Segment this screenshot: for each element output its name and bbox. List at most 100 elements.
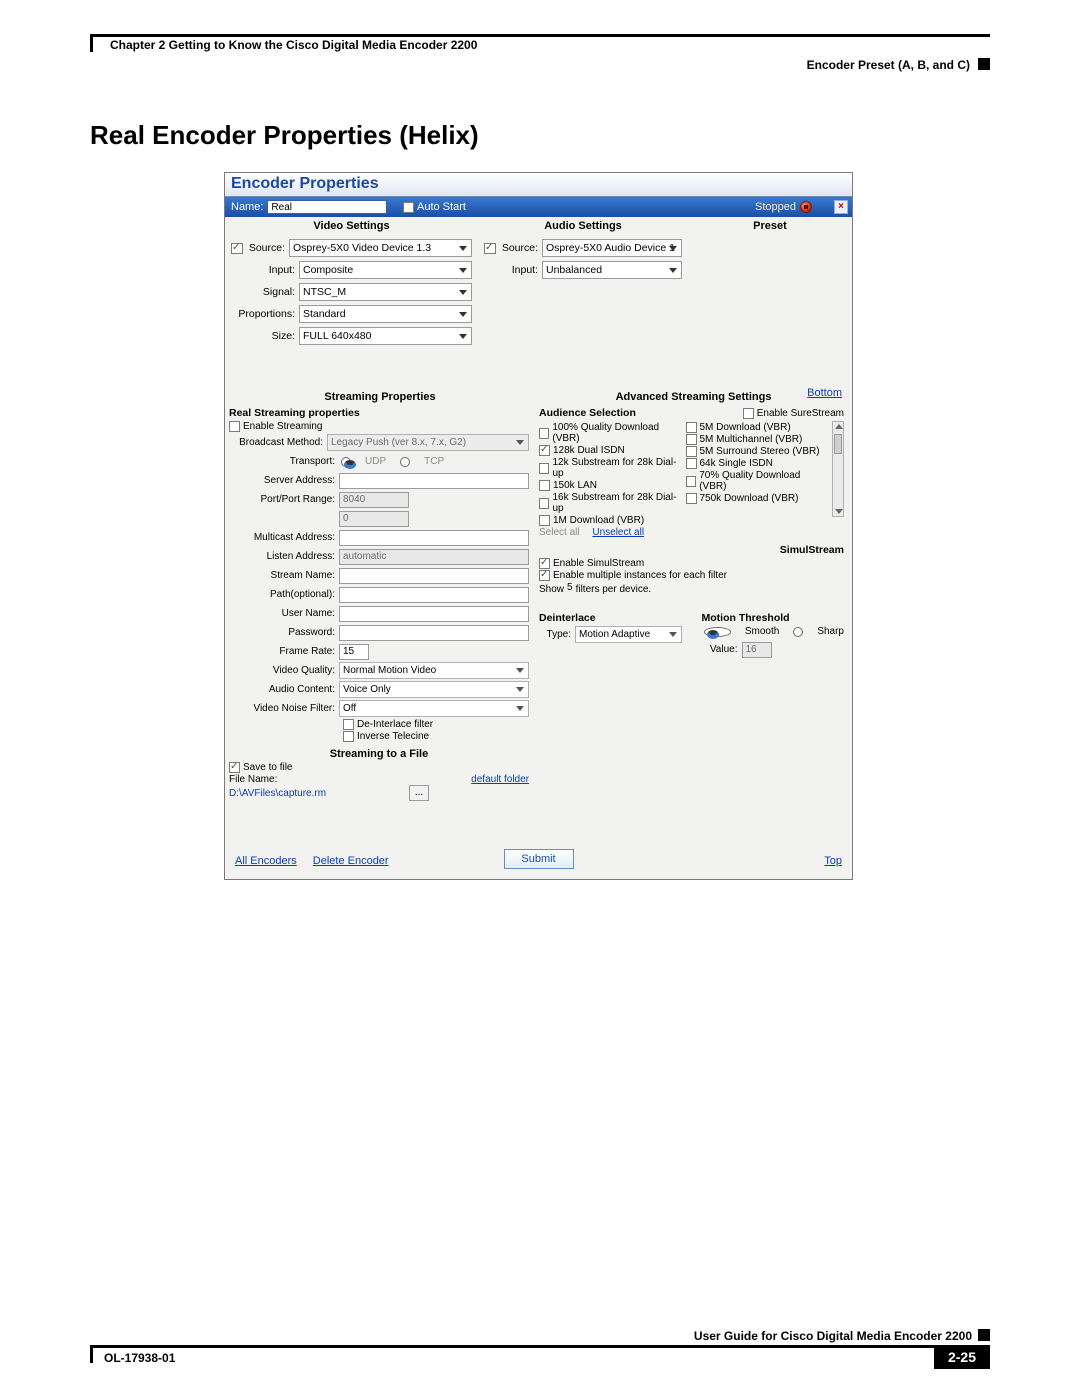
broadcast-label: Broadcast Method:	[229, 437, 327, 448]
file-path-input[interactable]: D:\AVFiles\capture.rm	[229, 788, 409, 799]
video-input-select[interactable]: Composite	[299, 261, 472, 279]
frame-rate-input[interactable]: 15	[339, 644, 369, 660]
enable-streaming-label: Enable Streaming	[243, 421, 323, 432]
listen-label: Listen Address:	[229, 551, 339, 562]
video-proportions-label: Proportions:	[231, 308, 299, 320]
top-link[interactable]: Top	[824, 855, 842, 867]
deinterlace-checkbox[interactable]	[343, 719, 354, 730]
footer-square-icon	[978, 1329, 990, 1341]
inverse-telecine-checkbox[interactable]	[343, 731, 354, 742]
stream-name-input[interactable]	[339, 568, 529, 584]
advanced-streaming-header: Advanced Streaming Settings	[535, 391, 852, 403]
surestream-checkbox[interactable]	[743, 408, 754, 419]
deinterlace-label: De-Interlace filter	[357, 719, 433, 730]
aud-check[interactable]	[539, 463, 549, 474]
select-all-link[interactable]: Select all	[539, 527, 580, 538]
aud-item: 1M Download (VBR)	[553, 515, 644, 526]
aud-check[interactable]	[539, 445, 550, 456]
simulstream-title: SimulStream	[539, 544, 844, 556]
video-source-select[interactable]: Osprey-5X0 Video Device 1.3	[289, 239, 472, 257]
audience-scrollbar[interactable]	[832, 421, 844, 517]
video-quality-label: Video Quality:	[229, 665, 339, 676]
aud-check[interactable]	[539, 515, 550, 526]
audio-source-select[interactable]: Osprey-5X0 Audio Device 1	[542, 239, 682, 257]
multi-instances-checkbox[interactable]	[539, 570, 550, 581]
browse-button[interactable]: ...	[409, 785, 429, 801]
tcp-radio[interactable]	[400, 457, 410, 467]
udp-label: UDP	[365, 456, 386, 467]
delete-encoder-link[interactable]: Delete Encoder	[313, 855, 389, 867]
audio-content-select[interactable]: Voice Only	[339, 681, 529, 698]
filters-count-input[interactable]: 5	[567, 582, 573, 596]
deint-type-label: Type:	[539, 629, 575, 640]
section-label: Encoder Preset (A, B, and C)	[807, 58, 970, 72]
path-input[interactable]	[339, 587, 529, 603]
aud-item: 5M Download (VBR)	[700, 422, 791, 433]
stopped-label: Stopped	[755, 201, 796, 213]
aud-check[interactable]	[686, 446, 697, 457]
submit-button[interactable]: Submit	[504, 849, 574, 869]
bottom-link[interactable]: Bottom	[807, 387, 842, 399]
audio-input-label: Input:	[484, 264, 542, 276]
panel-title: Encoder Properties	[225, 173, 852, 197]
audio-source-checkbox[interactable]	[484, 243, 496, 254]
inverse-telecine-label: Inverse Telecine	[357, 731, 429, 742]
user-input[interactable]	[339, 606, 529, 622]
page-number: 2-25	[934, 1345, 990, 1369]
enable-simulstream-checkbox[interactable]	[539, 558, 550, 569]
noise-filter-select[interactable]: Off	[339, 700, 529, 717]
aud-check[interactable]	[686, 493, 697, 504]
close-button[interactable]: ×	[834, 200, 848, 214]
all-encoders-link[interactable]: All Encoders	[235, 855, 297, 867]
video-proportions-select[interactable]: Standard	[299, 305, 472, 323]
unselect-all-link[interactable]: Unselect all	[592, 527, 644, 538]
aud-check[interactable]	[686, 458, 697, 469]
stream-name-label: Stream Name:	[229, 570, 339, 581]
video-size-select[interactable]: FULL 640x480	[299, 327, 472, 345]
video-quality-select[interactable]: Normal Motion Video	[339, 662, 529, 679]
save-to-file-label: Save to file	[243, 762, 292, 773]
broadcast-select[interactable]: Legacy Push (ver 8.x, 7.x, G2)	[327, 434, 529, 451]
sharp-radio[interactable]	[793, 627, 803, 637]
aud-check[interactable]	[539, 498, 549, 509]
audio-settings-header: Audio Settings	[478, 220, 688, 232]
autostart-checkbox[interactable]	[403, 202, 414, 213]
udp-radio[interactable]	[341, 457, 351, 467]
path-label: Path(optional):	[229, 589, 339, 600]
show-label-2: filters per device.	[576, 584, 652, 595]
video-signal-select[interactable]: NTSC_M	[299, 283, 472, 301]
aud-item: 128k Dual ISDN	[553, 445, 625, 456]
aud-check[interactable]	[539, 480, 550, 491]
name-label: Name:	[231, 201, 263, 213]
port-end-input[interactable]: 0	[339, 511, 409, 527]
enable-streaming-checkbox[interactable]	[229, 421, 240, 432]
save-to-file-checkbox[interactable]	[229, 762, 240, 773]
video-source-checkbox[interactable]	[231, 243, 243, 254]
port-start-input[interactable]: 8040	[339, 492, 409, 508]
smooth-radio[interactable]	[704, 627, 731, 637]
server-address-input[interactable]	[339, 473, 529, 489]
motion-threshold-title: Motion Threshold	[702, 612, 845, 624]
streaming-properties-header: Streaming Properties	[225, 391, 535, 403]
motion-value-input[interactable]: 16	[742, 642, 772, 658]
password-input[interactable]	[339, 625, 529, 641]
aud-check[interactable]	[686, 434, 697, 445]
noise-filter-label: Video Noise Filter:	[229, 703, 339, 714]
video-settings-header: Video Settings	[225, 220, 478, 232]
streaming-to-file-title: Streaming to a File	[229, 748, 529, 760]
default-folder-link[interactable]: default folder	[471, 774, 529, 785]
aud-item: 750k Download (VBR)	[700, 493, 799, 504]
aud-check[interactable]	[686, 422, 697, 433]
aud-check[interactable]	[539, 428, 549, 439]
listen-input[interactable]: automatic	[339, 549, 529, 565]
multicast-input[interactable]	[339, 530, 529, 546]
section-square-icon	[978, 58, 990, 70]
audio-input-select[interactable]: Unbalanced	[542, 261, 682, 279]
video-signal-label: Signal:	[231, 286, 299, 298]
name-input[interactable]	[267, 200, 387, 214]
aud-check[interactable]	[686, 476, 697, 487]
deint-type-select[interactable]: Motion Adaptive	[575, 626, 682, 643]
transport-label: Transport:	[229, 456, 339, 467]
show-label-1: Show	[539, 584, 564, 595]
audience-selection-title: Audience Selection	[539, 407, 636, 419]
